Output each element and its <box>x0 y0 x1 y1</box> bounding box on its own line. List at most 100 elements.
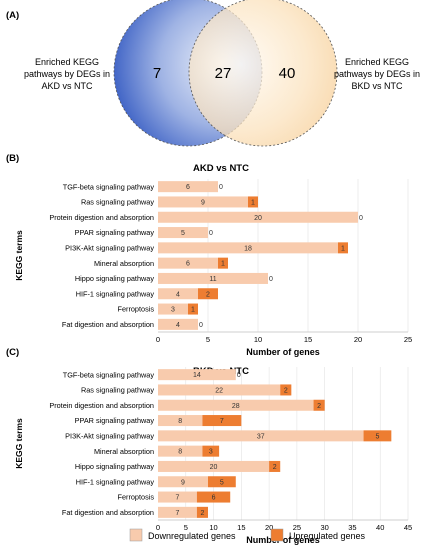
bar-upregulated <box>280 384 292 396</box>
bar-downregulated <box>158 430 364 442</box>
panel-label-b: (B) <box>6 153 19 164</box>
bar-upregulated <box>248 196 258 208</box>
data-label-upregulated: 0 <box>359 215 363 222</box>
y-axis-title: KEGG terms <box>14 418 24 469</box>
data-label-downregulated: 8 <box>178 418 182 425</box>
category-label: HIF-1 signaling pathway <box>76 289 155 298</box>
data-label-upregulated: 1 <box>221 261 225 268</box>
category-label: Ras signaling pathway <box>81 386 154 395</box>
venn-right-label-line1: Enriched KEGG <box>345 57 409 67</box>
legend-label-up: Upregulated genes <box>289 531 366 541</box>
data-label-upregulated: 2 <box>200 510 204 517</box>
bar-upregulated <box>196 506 208 518</box>
category-label: HIF-1 signaling pathway <box>76 477 155 486</box>
category-label: Protein digestion and absorption <box>49 213 154 222</box>
x-tick-label: 25 <box>293 523 301 532</box>
bar-downregulated <box>158 318 198 330</box>
bar-upregulated <box>313 399 325 411</box>
category-label: Fat digestion and absorption <box>62 508 154 517</box>
venn-left-label-line1: Enriched KEGG <box>35 57 99 67</box>
panel-label-c: (C) <box>6 347 19 358</box>
data-label-downregulated: 9 <box>181 479 185 486</box>
bar-downregulated <box>158 445 203 457</box>
chart-akd-vs-ntc: TGF-beta signaling pathway 6 0 Ras signalin… <box>14 179 412 357</box>
data-label-upregulated: 5 <box>375 433 379 440</box>
data-label-downregulated: 6 <box>186 261 190 268</box>
chart-bkd-vs-ntc: TGF-beta signaling pathway 14 0 Ras signali… <box>14 367 412 545</box>
data-label-downregulated: 22 <box>215 387 223 394</box>
venn-circle-bkd <box>188 0 338 147</box>
data-label-downregulated: 6 <box>186 184 190 191</box>
data-label-downregulated: 7 <box>175 510 179 517</box>
category-label: TGF-beta signaling pathway <box>63 370 155 379</box>
data-label-downregulated: 8 <box>178 449 182 456</box>
data-label-downregulated: 14 <box>193 372 201 379</box>
bar-downregulated <box>158 211 358 223</box>
bar-downregulated <box>158 272 268 284</box>
bar-upregulated <box>202 415 242 427</box>
data-label-downregulated: 28 <box>232 403 240 410</box>
bar-downregulated <box>158 415 203 427</box>
chart-b-title: AKD vs NTC <box>193 163 249 174</box>
x-tick-label: 5 <box>206 335 210 344</box>
data-label-upregulated: 1 <box>251 199 255 206</box>
x-tick-label: 20 <box>265 523 273 532</box>
bar-upregulated <box>202 445 220 457</box>
bar-upregulated <box>269 460 281 472</box>
panel-label-a: (A) <box>6 10 19 21</box>
category-label: Ferroptosis <box>118 305 155 314</box>
venn-left-label-line2: pathways by DEGs in <box>24 69 110 79</box>
data-label-upregulated: 0 <box>199 322 203 329</box>
bar-downregulated <box>158 257 218 269</box>
data-label-upregulated: 0 <box>219 184 223 191</box>
category-label: Protein digestion and absorption <box>49 401 154 410</box>
bar-downregulated <box>158 369 236 381</box>
data-label-upregulated: 2 <box>317 403 321 410</box>
x-tick-label: 20 <box>354 335 362 344</box>
data-label-upregulated: 0 <box>269 276 273 283</box>
x-tick-label: 10 <box>209 523 217 532</box>
venn-diagram: 7 27 40 Enriched KEGG pathways by DEGs i… <box>24 0 420 147</box>
bar-downregulated <box>158 181 218 193</box>
bar-downregulated <box>158 506 197 518</box>
venn-right-label-line3: BKD vs NTC <box>351 81 403 91</box>
data-label-downregulated: 4 <box>176 322 180 329</box>
category-label: Hippo signaling pathway <box>75 274 154 283</box>
data-label-upregulated: 1 <box>341 245 345 252</box>
bar-upregulated <box>196 491 231 503</box>
bar-downregulated <box>158 288 198 300</box>
bar-downregulated <box>158 242 338 254</box>
bar-upregulated <box>198 288 218 300</box>
x-tick-label: 0 <box>156 523 160 532</box>
category-label: Fat digestion and absorption <box>62 320 154 329</box>
x-tick-label: 15 <box>237 523 245 532</box>
bar-upregulated <box>218 257 228 269</box>
x-axis-title: Number of genes <box>246 347 320 357</box>
venn-right-label-line2: pathways by DEGs in <box>334 69 420 79</box>
data-label-downregulated: 11 <box>209 276 216 283</box>
x-tick-label: 5 <box>184 523 188 532</box>
legend-swatch-up <box>270 528 284 542</box>
bar-downregulated <box>158 460 270 472</box>
data-label-upregulated: 0 <box>209 230 213 237</box>
category-label: Ras signaling pathway <box>81 198 154 207</box>
x-tick-label: 45 <box>404 523 412 532</box>
x-tick-label: 25 <box>404 335 412 344</box>
bar-downregulated <box>158 476 208 488</box>
category-label: Mineral absorption <box>94 259 154 268</box>
data-label-upregulated: 1 <box>191 307 195 314</box>
venn-left-label: Enriched KEGG pathways by DEGs in AKD vs… <box>24 57 110 91</box>
bar-downregulated <box>158 196 248 208</box>
data-label-downregulated: 4 <box>176 291 180 298</box>
legend: Downregulated genes Upregulated genes <box>129 528 366 542</box>
data-label-upregulated: 7 <box>220 418 224 425</box>
category-label: PPAR signaling pathway <box>75 228 155 237</box>
x-tick-label: 10 <box>254 335 262 344</box>
x-tick-label: 30 <box>320 523 328 532</box>
legend-label-down: Downregulated genes <box>148 531 236 541</box>
data-label-upregulated: 2 <box>273 464 277 471</box>
venn-overlap-count: 27 <box>215 65 232 82</box>
category-label: Mineral absorption <box>94 447 154 456</box>
data-label-downregulated: 18 <box>244 245 252 252</box>
data-label-downregulated: 20 <box>210 464 218 471</box>
